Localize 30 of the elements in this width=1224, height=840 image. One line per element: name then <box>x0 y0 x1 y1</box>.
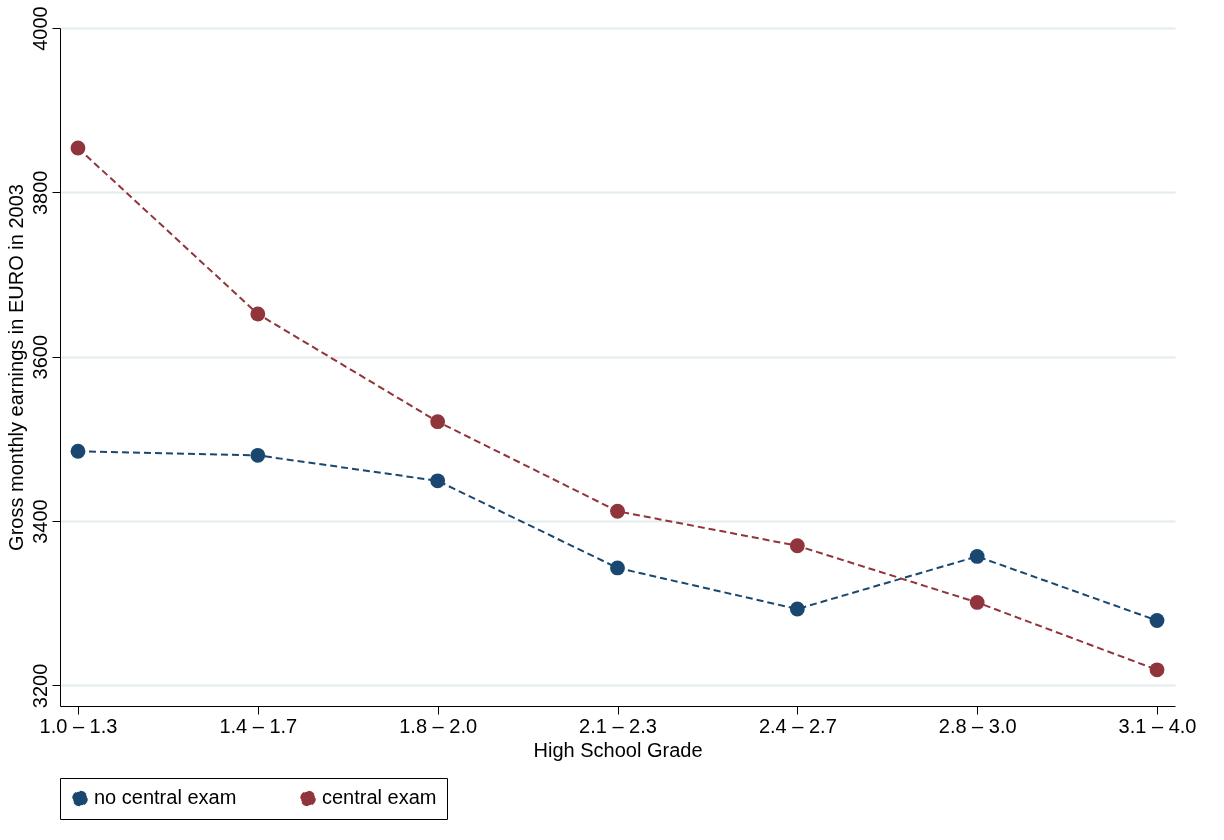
y-tick-label: 4000 <box>28 6 51 51</box>
y-tick-label: 3800 <box>28 170 51 216</box>
point <box>789 601 805 617</box>
point <box>1149 613 1165 628</box>
point <box>250 306 266 322</box>
x-tick-label: 2.1 – 2.3 <box>579 714 657 737</box>
x-tick-label: 2.8 – 3.0 <box>938 714 1017 737</box>
point <box>70 140 86 156</box>
x-tick-label: 3.1 – 4.0 <box>1118 714 1197 737</box>
point <box>250 447 266 463</box>
y-tick-label: 3200 <box>28 663 51 709</box>
point <box>789 538 805 554</box>
point <box>70 443 86 459</box>
x-tick-label: 1.8 – 2.0 <box>399 714 478 737</box>
legend-label: no central exam <box>94 786 237 809</box>
x-tick-label: 1.0 – 1.3 <box>39 714 118 737</box>
y-axis-title: Gross monthly earnings in EURO in 2003 <box>4 184 27 551</box>
point <box>430 414 446 430</box>
y-tick-label: 3600 <box>28 334 51 380</box>
x-tick-label: 1.4 – 1.7 <box>219 714 298 737</box>
point <box>969 549 985 564</box>
x-axis-title: High School Grade <box>533 738 703 761</box>
point <box>430 473 446 489</box>
point <box>610 560 625 576</box>
y-tick-label: 3400 <box>28 499 51 544</box>
legend-label: central exam <box>322 786 437 809</box>
point <box>969 595 985 610</box>
point <box>610 503 625 519</box>
point <box>1149 662 1165 678</box>
x-tick-label: 2.4 – 2.7 <box>758 714 837 737</box>
